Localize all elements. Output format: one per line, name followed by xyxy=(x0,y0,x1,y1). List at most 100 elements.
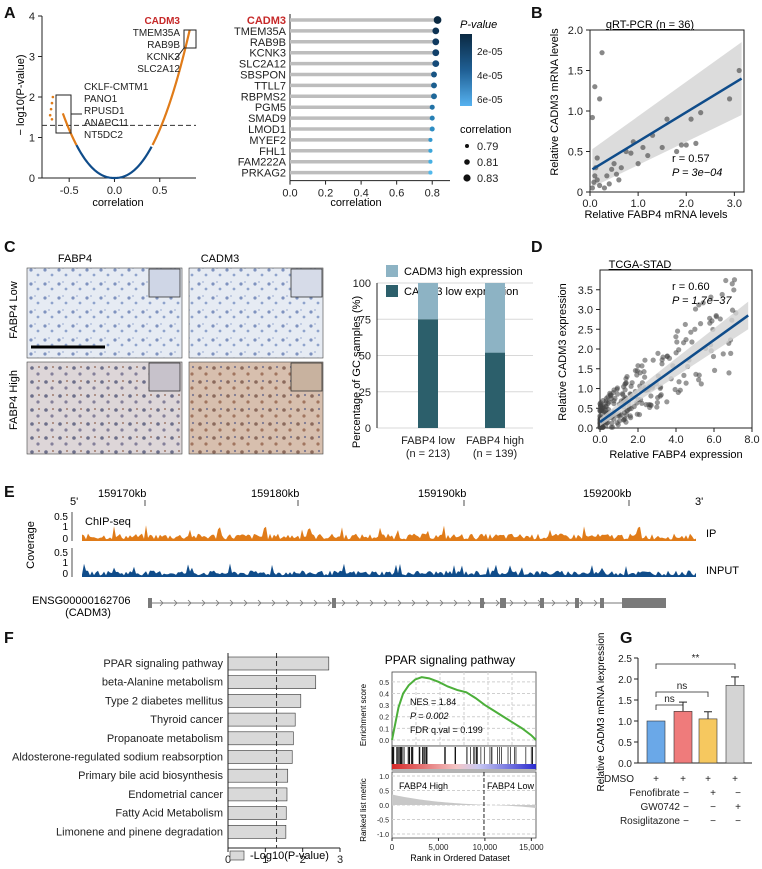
gsea-x-tick-label: 5,000 xyxy=(428,843,449,852)
lollipop-dot xyxy=(429,104,435,110)
g-y-tick-label: 0.0 xyxy=(618,759,632,770)
panel-b-point xyxy=(601,185,608,191)
gene-model-exon xyxy=(575,598,579,608)
panel-d-x-tick-label: 6.0 xyxy=(706,434,721,446)
panel-d-point xyxy=(622,387,628,393)
panel-b-point xyxy=(688,116,694,122)
gene-model-strand-arrow xyxy=(397,599,402,607)
g-bar xyxy=(725,684,745,764)
panel-b-point xyxy=(693,140,699,146)
input-label: INPUT xyxy=(706,565,739,577)
lollipop-dot xyxy=(432,60,440,67)
lollipop-x-label: correlation xyxy=(330,197,381,209)
panel-b-point xyxy=(597,96,603,102)
f-x-tick-label: 3 xyxy=(337,854,343,866)
lollipop-dot xyxy=(432,38,440,46)
panel-d-point xyxy=(610,424,616,430)
lollipop-x-tick-label: 0.4 xyxy=(353,188,368,200)
coverage-label: Coverage xyxy=(25,521,37,569)
volcano-top-box xyxy=(183,29,197,49)
f-category-label: Limonene and pinene degradation xyxy=(56,826,223,838)
panel-d-point xyxy=(608,392,614,398)
coord-label-3: 159190kb xyxy=(418,488,466,500)
lollipop-gene-label: CADM3 xyxy=(247,15,286,27)
g-bracket-sig-label: ** xyxy=(692,653,700,664)
ihc-inset-4 xyxy=(290,362,323,392)
panel-b-point xyxy=(592,84,598,90)
lollipop-gene-label: FAM222A xyxy=(238,157,287,169)
panel-c-y-tick-label: 0 xyxy=(365,423,371,435)
panel-d-y-tick-label: 3.5 xyxy=(578,285,593,297)
panel-d-fit-line xyxy=(599,314,749,424)
panel-d-point xyxy=(629,380,635,386)
input-tick-0: 0 xyxy=(62,569,68,580)
panel-b-point xyxy=(606,181,612,187)
panel-d-point xyxy=(682,321,688,328)
g-bar xyxy=(646,720,666,764)
volcano-bottom-gene-label: PANO1 xyxy=(84,94,118,105)
panel-c-bar-high xyxy=(485,283,505,353)
panel-a-volcano: 0 1 2 3 4 -0.5 0.0 0.5 CADM3TMEM35ARAB9BKCNK3SLC… xyxy=(15,11,197,209)
ihc-col-label-fabp4: FABP4 xyxy=(58,253,92,265)
f-category-label: Thyroid cancer xyxy=(150,714,223,726)
panel-e-chipseq: 5' 3' 159170kb 159180kb 159190kb 159200k… xyxy=(25,488,739,619)
volcano-top-gene-label: SLC2A12 xyxy=(137,64,180,75)
panel-b-y-label: Relative CADM3 mRNA levels xyxy=(549,28,561,176)
panel-d-point xyxy=(676,379,682,385)
gene-model-strand-arrow xyxy=(383,599,388,607)
panel-d-point xyxy=(677,387,683,393)
volcano-point xyxy=(51,95,55,99)
panel-d-p: P = 1.7e−37 xyxy=(672,295,732,307)
panel-d-point xyxy=(614,420,620,426)
coord-label-2: 159180kb xyxy=(251,488,299,500)
gene-model-strand-arrow xyxy=(215,599,220,607)
panel-d-point xyxy=(689,339,695,345)
panel-b-r: r = 0.57 xyxy=(672,153,710,165)
panel-b-y-tick-label: 1.5 xyxy=(568,66,583,78)
corr-legend-title: correlation xyxy=(460,124,511,136)
panel-c-y-tick-label: 25 xyxy=(359,387,371,399)
panel-b-x-tick-label: 0.0 xyxy=(582,198,597,210)
gsea-es-tick-label: 0.3 xyxy=(379,703,389,710)
panel-letter-c: C xyxy=(4,239,16,256)
g-y-tick-label: 2.0 xyxy=(618,675,632,686)
volcano-top-gene-label: RAB9B xyxy=(147,40,180,51)
gene-model-strand-arrow xyxy=(243,599,248,607)
f-bar xyxy=(227,768,289,783)
panel-d-point xyxy=(634,411,640,417)
gsea-metric-area xyxy=(392,794,536,830)
panel-d-y-label: Relative CADM3 expression xyxy=(557,283,569,421)
gene-model-strand-arrow xyxy=(439,599,444,607)
lollipop-gene-label: PRKAG2 xyxy=(241,168,286,180)
f-category-label: beta-Alanine metabolism xyxy=(102,677,223,689)
panel-b-point xyxy=(628,150,634,156)
lollipop-dot xyxy=(428,137,433,142)
pvalue-colorbar xyxy=(460,34,472,106)
panel-b-y-tick-label: 2.0 xyxy=(568,25,583,37)
panel-d-point xyxy=(683,380,689,386)
lollipop-dot xyxy=(431,93,437,100)
panel-d-point xyxy=(609,420,615,426)
volcano-curve-nonsig xyxy=(75,144,153,180)
lollipop-dot xyxy=(433,16,442,24)
f-category-label: Primary bile acid biosynthesis xyxy=(78,770,223,782)
volcano-point xyxy=(50,101,54,105)
panel-b-y-tick-label: 0 xyxy=(577,187,583,199)
f-category-label: Aldosterone-regulated sodium reabsorptio… xyxy=(12,752,223,764)
ip-tick-05: 0.5 xyxy=(54,512,68,523)
lollipop-dot xyxy=(429,126,435,132)
panel-b-x-tick-label: 3.0 xyxy=(727,198,742,210)
gsea-nes: NES = 1.84 xyxy=(410,697,456,707)
panel-d-point xyxy=(664,399,670,405)
volcano-curve-sig-right xyxy=(151,29,191,146)
lollipop-gene-label: FHL1 xyxy=(259,146,286,158)
lollipop-gene-label: SMAD9 xyxy=(248,113,286,125)
lollipop-dot xyxy=(431,71,437,78)
gene-model-strand-arrow xyxy=(551,599,556,607)
lollipop-gene-label: MYEF2 xyxy=(249,135,286,147)
panel-d-point xyxy=(635,363,641,369)
coord-label-1: 159170kb xyxy=(98,488,146,500)
gsea-es-tick-label: 0.4 xyxy=(379,691,389,698)
gsea-fdr: FDR q.val = 0.199 xyxy=(410,725,483,735)
panel-c-bar-high xyxy=(418,283,438,320)
